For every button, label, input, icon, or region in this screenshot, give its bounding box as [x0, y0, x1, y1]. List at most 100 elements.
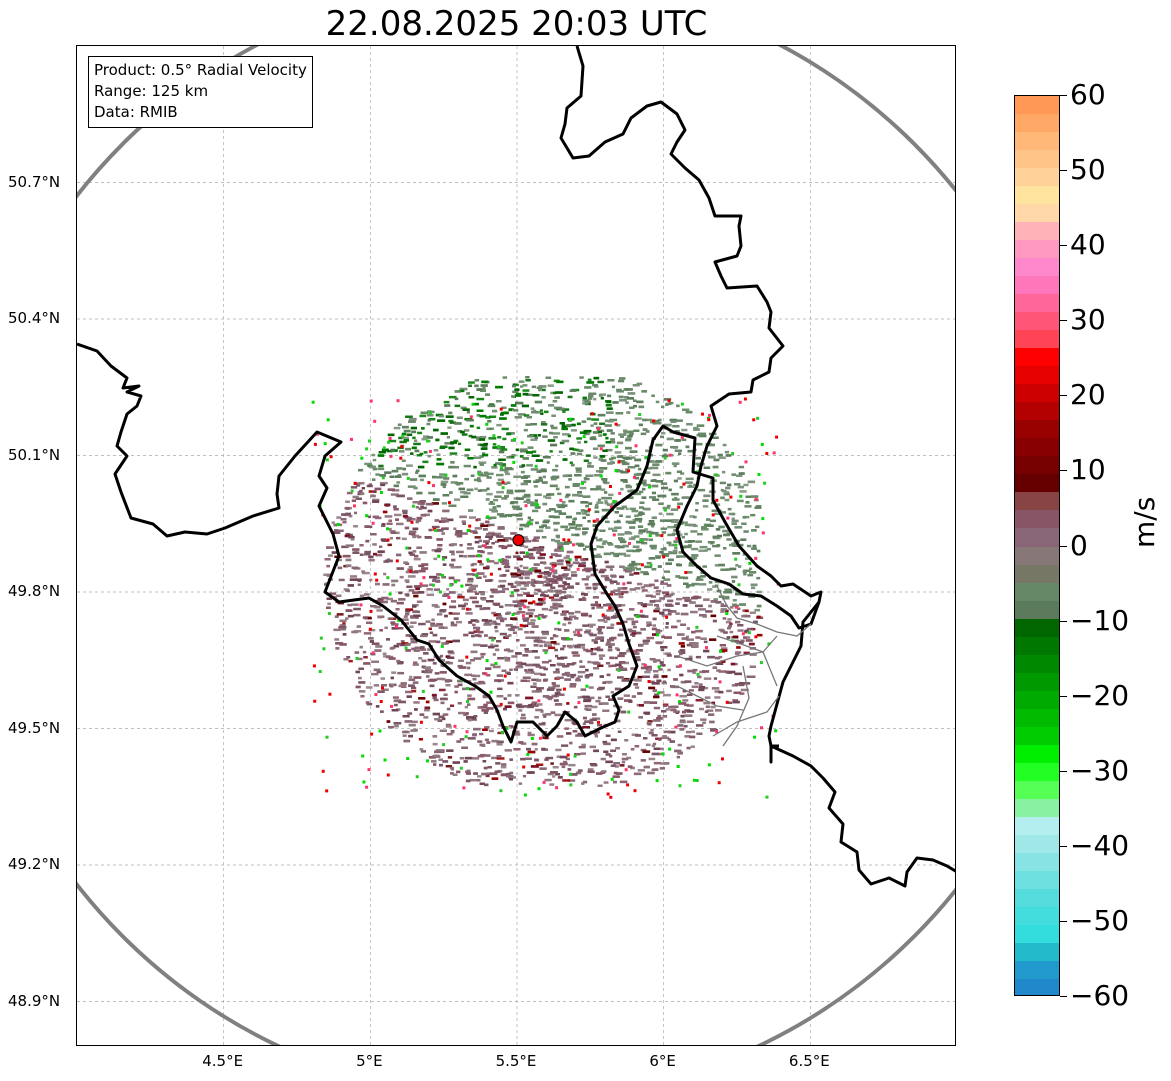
echo-pixel	[618, 433, 627, 436]
echo-pixel	[559, 755, 568, 759]
echo-pixel	[689, 735, 696, 739]
echo-pixel	[515, 514, 523, 517]
echo-pixel	[513, 475, 521, 478]
echo-pixel	[552, 391, 557, 395]
echo-pixel	[578, 544, 585, 547]
echo-pixel	[574, 558, 578, 561]
echo-pixel	[479, 489, 488, 492]
echo-pixel	[608, 645, 613, 649]
echo-pixel	[745, 639, 753, 642]
echo-pixel	[672, 446, 678, 449]
echo-pixel	[446, 640, 453, 643]
echo-pixel	[642, 675, 650, 678]
echo-pixel	[460, 491, 467, 494]
echo-pixel	[663, 570, 671, 573]
echo-pixel	[326, 597, 332, 600]
echo-pixel	[429, 631, 434, 634]
echo-pixel	[533, 485, 538, 488]
echo-pixel	[561, 590, 567, 594]
echo-pixel	[497, 436, 502, 439]
echo-pixel	[542, 736, 548, 740]
echo-pixel	[474, 634, 480, 637]
echo-pixel	[494, 629, 499, 633]
echo-pixel	[577, 769, 583, 772]
echo-pixel	[461, 520, 466, 523]
echo-pixel	[536, 529, 544, 533]
echo-pixel	[639, 538, 647, 541]
echo-pixel	[691, 630, 696, 634]
echo-pixel	[601, 542, 606, 545]
echo-pixel	[373, 684, 380, 687]
echo-pixel	[674, 430, 680, 433]
echo-pixel	[437, 719, 443, 722]
echo-pixel	[536, 703, 543, 706]
echo-pixel	[497, 539, 506, 542]
echo-pixel	[660, 648, 665, 652]
echo-pixel	[498, 450, 505, 454]
echo-pixel	[479, 607, 485, 611]
echo-pixel	[674, 749, 682, 753]
echo-pixel	[657, 565, 662, 568]
echo-pixel	[477, 470, 482, 474]
echo-pixel	[625, 446, 632, 450]
echo-pixel	[515, 661, 523, 665]
echo-pixel	[562, 581, 567, 584]
echo-pixel	[439, 446, 446, 449]
echo-pixel	[556, 676, 564, 679]
echo-pixel	[526, 416, 532, 419]
echo-pixel	[450, 704, 455, 707]
echo-pixel	[595, 583, 603, 586]
echo-pixel	[510, 617, 517, 620]
echo-pixel	[625, 401, 629, 404]
echo-pixel	[405, 415, 413, 418]
echo-pixel	[572, 722, 579, 726]
echo-pixel	[674, 449, 682, 452]
echo-pixel	[359, 594, 365, 598]
echo-pixel	[580, 558, 586, 561]
echo-pixel	[441, 677, 446, 681]
echo-pixel	[592, 384, 598, 387]
echo-pixel	[484, 621, 490, 624]
echo-pixel	[651, 394, 655, 397]
echo-pixel	[514, 566, 519, 570]
echo-pixel	[629, 432, 634, 436]
echo-pixel	[604, 496, 612, 500]
echo-pixel	[496, 743, 503, 746]
echo-pixel	[525, 538, 529, 541]
echo-pixel	[533, 644, 539, 647]
echo-pixel	[619, 540, 627, 544]
echo-pixel	[686, 693, 693, 696]
echo-pixel	[698, 686, 705, 689]
echo-pixel	[617, 533, 625, 536]
echo-pixel	[588, 632, 593, 635]
echo-pixel	[501, 406, 507, 409]
echo-pixel	[632, 656, 640, 659]
echo-pixel	[434, 549, 441, 553]
echo-pixel	[636, 582, 643, 586]
echo-pixel	[525, 554, 534, 557]
echo-pixel	[538, 385, 547, 388]
echo-pixel	[419, 713, 425, 716]
echo-pixel	[509, 778, 513, 781]
echo-pixel	[582, 531, 588, 534]
echo-pixel	[614, 545, 620, 548]
echo-pixel	[566, 561, 571, 564]
echo-pixel	[545, 756, 554, 760]
echo-pixel	[663, 398, 672, 401]
echo-pixel	[679, 486, 683, 489]
echo-pixel	[503, 656, 508, 660]
echo-pixel	[459, 387, 468, 391]
echo-pixel	[552, 468, 558, 472]
echo-pixel	[479, 463, 484, 466]
echo-pixel	[524, 757, 532, 760]
echo-pixel	[521, 713, 526, 717]
echo-pixel	[610, 764, 616, 767]
echo-pixel	[476, 438, 480, 441]
echo-pixel	[534, 493, 542, 496]
echo-pixel	[742, 516, 746, 519]
echo-pixel	[564, 541, 572, 544]
echo-pixel	[464, 673, 472, 677]
echo-pixel	[464, 477, 469, 481]
echo-pixel	[432, 696, 437, 700]
echo-pixel	[491, 542, 495, 545]
